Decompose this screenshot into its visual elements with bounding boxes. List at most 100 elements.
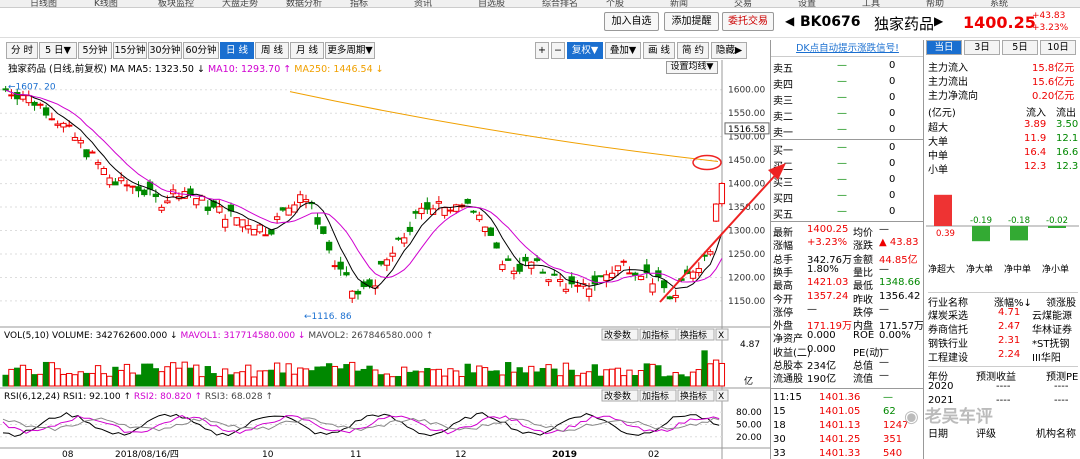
top-menu-item[interactable]: K线图	[94, 0, 118, 8]
chart-tool-button[interactable]: 隐藏▶	[711, 42, 747, 59]
top-menu-item[interactable]: 综合排名	[542, 0, 579, 8]
volume-bar	[25, 369, 32, 387]
rsi1-line	[2, 412, 720, 437]
top-menu-item[interactable]: 资讯	[414, 0, 433, 8]
rsi-axis-label: 80.00	[736, 408, 762, 418]
flow-table-row: 大单 11.9 12.1	[928, 133, 1078, 148]
volume-bar	[227, 374, 235, 387]
indicator-button[interactable]	[601, 328, 639, 341]
volume-bar	[649, 363, 656, 387]
candle-body	[250, 228, 258, 236]
period-tab[interactable]: 周 线	[255, 42, 289, 59]
period-tab[interactable]: 月 线	[290, 42, 324, 59]
ma-settings-button[interactable]: 设置均线▼	[666, 61, 718, 74]
period-tab[interactable]: 30分钟	[148, 42, 182, 59]
signal-banner[interactable]: DK点自动提示涨跌信号!	[771, 40, 924, 57]
chart-tool-button[interactable]: 画 线	[643, 42, 675, 59]
kline-chart[interactable]: 1600.00 1550.00 1500.00 1450.00 1400.00 1350.…	[0, 60, 770, 459]
last-price-label: 1516.58	[728, 125, 765, 135]
period-tab[interactable]: 更多周期▼	[325, 42, 375, 59]
top-menu-item[interactable]: 交易	[734, 0, 753, 8]
indicator-button[interactable]	[639, 328, 677, 341]
volume-bar	[94, 365, 102, 387]
top-menu-item[interactable]: 日线图	[30, 0, 58, 8]
tick-price: 1401.13	[819, 420, 861, 431]
volume-bar	[505, 362, 512, 387]
candle-body	[106, 177, 113, 186]
row-price: —	[837, 174, 847, 185]
rating-head-cell: 评级	[976, 429, 996, 440]
top-menu-item[interactable]: 帮助	[926, 0, 945, 8]
volume-bar	[291, 373, 298, 387]
bid-row: 买三 — 0	[773, 174, 921, 189]
volume-bar	[551, 368, 558, 387]
row-label: 买一	[773, 146, 793, 157]
row-volume: 0	[889, 206, 896, 217]
flow-tab[interactable]: 10日	[1040, 40, 1076, 55]
next-arrow-icon[interactable]: ▶	[934, 14, 944, 28]
top-menu-item[interactable]: 大盘走势	[222, 0, 259, 8]
candle-body	[66, 124, 73, 127]
row-volume: 0	[889, 174, 896, 185]
period-tab[interactable]: 分 时	[6, 42, 38, 59]
period-tab[interactable]: 5 日▼	[39, 42, 77, 59]
indicator-button[interactable]	[715, 328, 729, 341]
indicator-button[interactable]	[639, 389, 677, 402]
volume-bar	[401, 366, 408, 387]
volume-bar	[112, 366, 119, 387]
add-alert-button[interactable]: 添加提醒	[664, 12, 719, 31]
indicator-button[interactable]	[677, 389, 715, 402]
tick-time: 18	[773, 420, 786, 431]
flow-tab[interactable]: 5日	[1002, 40, 1038, 55]
indicator-button[interactable]	[715, 389, 729, 402]
chart-tool-button[interactable]: +	[535, 42, 549, 59]
chart-tool-button[interactable]: −	[551, 42, 565, 59]
candle-body	[464, 198, 471, 204]
chart-tool-button[interactable]: 叠加▼	[605, 42, 641, 59]
industry-row[interactable]: 券商信托 2.47 华林证券	[928, 321, 1078, 336]
prev-arrow-icon[interactable]: ◀	[785, 14, 795, 28]
trade-button[interactable]: 委托交易	[722, 12, 774, 31]
industry-row[interactable]: 工程建设 2.24 III华阳	[928, 349, 1078, 364]
flow-cell-label: 小单	[928, 165, 948, 176]
top-menu-item[interactable]: 新闻	[670, 0, 689, 8]
volume-bar	[412, 370, 419, 387]
top-menu-item[interactable]: 工具	[862, 0, 881, 8]
forecast-pe: ----	[1054, 395, 1069, 406]
industry-row[interactable]: 煤炭采选 4.71 云煤能源	[928, 307, 1078, 322]
top-menu-item[interactable]: 数据分析	[286, 0, 323, 8]
flow-table-row: 中单 16.4 16.6	[928, 147, 1078, 162]
flow-tab[interactable]: 3日	[964, 40, 1000, 55]
chart-tool-button[interactable]: 简 约	[677, 42, 709, 59]
add-watchlist-button[interactable]: 加入自选	[604, 12, 659, 31]
indicator-button[interactable]	[601, 389, 639, 402]
period-tab[interactable]: 15分钟	[113, 42, 147, 59]
period-tab[interactable]: 5分钟	[78, 42, 112, 59]
top-menu-item[interactable]: 指标	[350, 0, 369, 8]
indicator-button[interactable]	[677, 328, 715, 341]
flow-tab[interactable]: 当日	[926, 40, 962, 55]
volume-bar	[129, 372, 136, 387]
last-price-tag	[724, 122, 770, 135]
top-menu-item[interactable]: 设置	[798, 0, 817, 8]
flow-cell-in: 3.89	[1024, 119, 1047, 130]
top-menu-item[interactable]: 自选股	[478, 0, 506, 8]
top-menu-item[interactable]: 个股	[606, 0, 625, 8]
chart-tool-button[interactable]: 复权▼	[567, 42, 603, 59]
volume-bar	[71, 374, 79, 387]
candle-body	[233, 217, 240, 226]
industry-row[interactable]: 钢铁行业 2.31 *ST抚钢	[928, 335, 1078, 350]
quote-stat-row: 今开 1357.24 昨收 1356.42	[773, 291, 923, 306]
net-flow-bar	[934, 194, 952, 226]
volume-bar	[187, 367, 194, 387]
volume-bar	[418, 371, 425, 387]
date-label: 08	[62, 450, 74, 459]
period-tab[interactable]: 60分钟	[183, 42, 219, 59]
top-menu-item[interactable]: 系统	[990, 0, 1009, 8]
top-menu-item[interactable]: 板块监控	[158, 0, 195, 8]
bid-row: 买二 — 0	[773, 158, 921, 173]
volume-bar	[377, 374, 385, 387]
volume-bar	[285, 363, 292, 387]
period-tab[interactable]: 日 线	[220, 42, 254, 59]
stat-value: —	[807, 303, 817, 315]
